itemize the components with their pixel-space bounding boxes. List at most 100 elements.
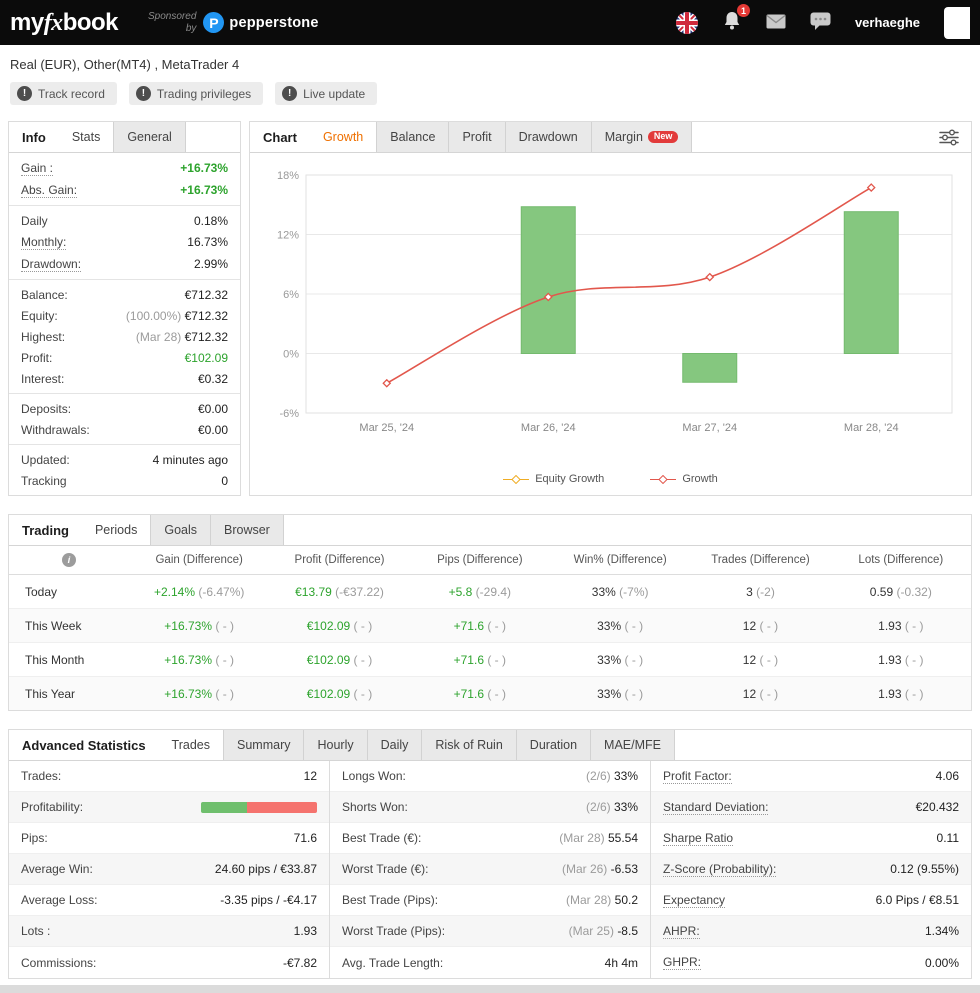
stat-profit-factor: Profit Factor: 4.06 [651,761,971,792]
chart-panel: Chart Growth Balance Profit Drawdown Margin Ne… [249,121,972,496]
stat-z-score-probability: Z-Score (Probability): 0.12 (9.55%) [651,854,971,885]
info-row-highest: Highest: (Mar 28) €712.32 [9,326,240,347]
tab-chart[interactable]: Chart [263,129,297,145]
messages-button[interactable] [766,14,786,32]
alert-icon: ! [17,86,32,101]
badge-track-record[interactable]: ! Track record [10,82,117,105]
growth-chart[interactable]: 18% 12% 6% 0% -6% Mar 25, '24 Mar 26, '24 Mar 2… [250,153,971,440]
badge-live-update[interactable]: ! Live update [275,82,378,105]
tab-stats[interactable]: Stats [71,130,101,144]
stat-label: Average Win: [21,862,93,876]
stat-average-loss: Average Loss: -3.35 pips / -€4.17 [9,885,329,916]
stat-ghpr: GHPR: 0.00% [651,947,971,978]
period-row-this-month: This Month +16.73% ( - ) €102.09 ( - ) +71.… [9,642,971,677]
sponsored-by-label: Sponsored by [148,11,197,34]
tab-mae-mfe[interactable]: MAE/MFE [591,730,675,760]
info-label[interactable]: Gain : [21,160,54,176]
username[interactable]: verhaeghe [854,15,920,30]
tab-advanced-statistics[interactable]: Advanced Statistics [22,737,146,753]
stat-avg-trade-length: Avg. Trade Length: 4h 4m [330,947,650,978]
tab-trades[interactable]: Trades [171,738,210,752]
legend-item-equity-growth[interactable]: Equity Growth [503,473,604,485]
line-series-growth[interactable] [382,183,876,388]
stat-label[interactable]: Z-Score (Probability): [663,861,777,877]
legend-item-growth[interactable]: Growth [650,473,718,485]
info-row-profit: Profit: €102.09 [9,347,240,368]
myfxbook-logo[interactable]: myfxbook [10,8,119,36]
stat-label[interactable]: Expectancy [663,892,726,908]
language-flag-button[interactable] [675,11,698,34]
period-cell: 12 ( - ) [690,608,831,643]
tab-balance[interactable]: Balance [376,122,450,152]
period-cell: 33% ( - ) [549,608,691,643]
tab-info[interactable]: Info [22,129,46,145]
stat-value: (2/6) 33% [585,769,638,783]
info-row-deposits: Deposits: €0.00 [9,398,240,419]
periods-table: i Gain (Difference) Profit (Difference) Pip… [9,546,971,710]
header-actions: 1 verhaeghe [675,4,980,39]
stat-label[interactable]: Standard Deviation: [663,799,769,815]
tab-general[interactable]: General [113,122,186,152]
column-header-pips-difference: Pips (Difference) [409,546,550,575]
info-label[interactable]: Monthly: [21,234,67,250]
tab-periods[interactable]: Periods [94,523,138,537]
period-cell: +16.73% ( - ) [129,608,270,643]
stat-value: 6.0 Pips / €8.51 [875,893,959,907]
stat-value: 12 [303,769,317,783]
tab-daily[interactable]: Daily [367,730,423,760]
stats-column-1: Trades: 12 Profitability: Pips: 71.6 Average … [9,761,330,978]
info-label[interactable]: Abs. Gain: [21,182,78,198]
notification-badge: 1 [736,4,750,17]
chart-settings-icon[interactable] [939,129,959,149]
stat-label: Pips: [21,831,48,845]
tab-hourly[interactable]: Hourly [304,730,368,760]
period-cell: €102.09 ( - ) [269,642,410,677]
info-row-withdrawals: Withdrawals: €0.00 [9,419,240,440]
info-icon[interactable]: i [62,553,76,567]
tab-risk-of-ruin[interactable]: Risk of Ruin [422,730,517,760]
badge-label: Trading privileges [156,86,252,101]
info-label: Highest: [21,329,66,344]
tab-duration[interactable]: Duration [516,730,592,760]
header-side-button[interactable] [944,6,970,39]
info-label: Balance: [21,287,68,302]
tab-goals[interactable]: Goals [150,515,211,545]
info-label[interactable]: Drawdown: [21,256,82,272]
tab-trading[interactable]: Trading [22,522,69,538]
tab-drawdown[interactable]: Drawdown [505,122,592,152]
next-section-edge [0,985,980,993]
stat-worst-trade: Worst Trade (€): (Mar 26) -6.53 [330,854,650,885]
tab-margin[interactable]: Margin New [591,122,693,152]
pepperstone-link[interactable]: P pepperstone [203,12,318,33]
info-value: (100.00%) €712.32 [125,308,228,323]
badge-label: Track record [38,86,105,101]
period-cell: €13.79 (-€37.22) [269,574,410,609]
info-label: Interest: [21,371,65,386]
period-cell: 33% ( - ) [597,686,644,701]
info-value: €0.32 [197,371,228,386]
period-cell: +71.6 ( - ) [453,686,506,701]
notifications-button[interactable]: 1 [722,4,750,35]
chat-button[interactable] [810,12,831,34]
stat-trades: Trades: 12 [9,761,329,792]
column-header-lots-difference: Lots (Difference) [830,546,971,575]
tab-growth[interactable]: Growth [322,130,364,144]
stat-label: Avg. Trade Length: [342,955,444,970]
column-header-trades-difference: Trades (Difference) [690,546,831,575]
tab-summary[interactable]: Summary [223,730,305,760]
tab-profit[interactable]: Profit [449,122,506,152]
stat-label[interactable]: Sharpe Ratio [663,830,734,846]
stat-label[interactable]: AHPR: [663,923,700,939]
bar-series[interactable] [520,206,899,383]
stat-best-trade-pips: Best Trade (Pips): (Mar 28) 50.2 [330,885,650,916]
info-row-equity: Equity: (100.00%) €712.32 [9,305,240,326]
stat-label: Average Loss: [21,893,98,907]
stat-label[interactable]: Profit Factor: [663,768,732,784]
period-cell: 12 ( - ) [690,642,831,677]
period-cell: +16.73% ( - ) [129,642,270,677]
stat-label[interactable]: GHPR: [663,955,702,970]
chat-bubble-icon [810,12,831,34]
badge-trading-privileges[interactable]: ! Trading privileges [128,82,264,105]
info-label: Withdrawals: [21,422,90,437]
tab-browser[interactable]: Browser [211,515,284,545]
